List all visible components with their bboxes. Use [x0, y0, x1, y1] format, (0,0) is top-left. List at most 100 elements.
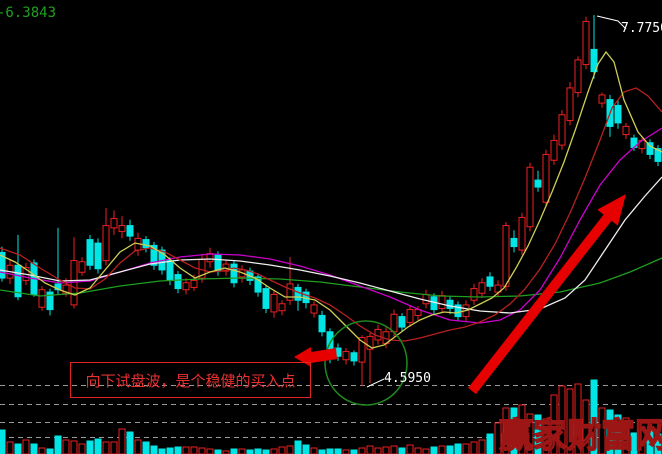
volume-bar [430, 446, 438, 454]
volume-bar [582, 399, 590, 454]
candle-body [502, 225, 510, 287]
volume-bar [622, 417, 630, 454]
candle-body [390, 313, 398, 333]
volume-bar [158, 448, 166, 454]
volume-bar [374, 447, 382, 454]
volume-bar [14, 443, 22, 454]
candle-body [358, 337, 366, 363]
candle-body [270, 293, 278, 313]
volume-bar [198, 447, 206, 454]
volume-bar [414, 447, 422, 454]
volume-bar [526, 413, 534, 454]
volume-bar [102, 441, 110, 454]
highlight-circle [324, 320, 408, 406]
volume-bar [358, 447, 366, 454]
volume-bar [646, 429, 654, 454]
candle-body [350, 352, 358, 362]
volume-bar [126, 431, 134, 454]
candle-body [174, 274, 182, 290]
trend-up-arrow [468, 194, 626, 395]
volume-bar [590, 379, 598, 454]
annotation-text: 向下试盘波，是个稳健的买入点 [85, 372, 296, 390]
volume-bar [470, 441, 478, 454]
volume-bar [390, 445, 398, 454]
volume-bar [550, 394, 558, 454]
volume-bar [438, 445, 446, 454]
volume-bar [510, 407, 518, 454]
indicator-value: -6.3843 [0, 5, 57, 21]
candle-body [278, 303, 286, 312]
volume-bar [0, 429, 6, 454]
candle-body [542, 153, 550, 203]
volume-bar [174, 446, 182, 454]
candle-body [102, 225, 110, 262]
volume-bar [566, 388, 574, 454]
volume-bar [38, 447, 46, 454]
volume-bar [238, 448, 246, 454]
volume-bar [286, 445, 294, 454]
candle-body [534, 179, 542, 188]
volume-bar [542, 418, 550, 454]
candle-body [182, 282, 190, 291]
candle-body [406, 309, 414, 323]
volume-bar [334, 448, 342, 454]
volume-bar [406, 444, 414, 454]
candle-body [222, 263, 230, 272]
volume-bar [478, 439, 486, 454]
peak-pointer-line [596, 15, 627, 30]
candle-body [94, 242, 102, 270]
candle-body [38, 289, 46, 308]
candle-body [190, 279, 198, 288]
volume-bar [574, 383, 582, 454]
volume-bar [654, 433, 662, 454]
volume-bar [350, 449, 358, 454]
volume-bar [118, 428, 126, 454]
candle-body [230, 263, 238, 284]
candle-body [654, 148, 662, 162]
volume-bar [182, 446, 190, 454]
candle-body [342, 351, 350, 361]
candle-body [518, 216, 526, 251]
candle-body [286, 283, 294, 301]
candle-body [150, 244, 158, 266]
candle-body [262, 288, 270, 309]
candle-body [142, 239, 150, 249]
volume-bar [110, 441, 118, 454]
volume-bar [638, 426, 646, 454]
candle-body [486, 276, 494, 287]
candle-body [0, 251, 6, 279]
ma-line-slow-green [0, 257, 662, 298]
candle-body [526, 166, 534, 228]
candle-body [550, 139, 558, 161]
volume-bar [30, 443, 38, 454]
volume-bar [558, 385, 566, 454]
volume-bar [134, 439, 142, 454]
volume-bar [46, 448, 54, 454]
ma-line-mid-magenta [0, 127, 662, 324]
candle-body [582, 20, 590, 66]
volume-bar [382, 446, 390, 454]
volume-bar [6, 441, 14, 454]
candle-body [294, 286, 302, 301]
volume-bar [606, 409, 614, 454]
volume-bar [150, 445, 158, 454]
volume-bar [598, 407, 606, 454]
candle-body [118, 225, 126, 232]
candle-body [78, 261, 86, 273]
volume-bar [422, 448, 430, 454]
volume-bar [326, 448, 334, 454]
candle-body [310, 304, 318, 314]
candle-body [62, 284, 70, 294]
volume-bar [142, 441, 150, 454]
candle-body [558, 114, 566, 146]
volume-bar [54, 435, 62, 454]
volume-bar [494, 422, 502, 454]
volume-bar [486, 433, 494, 454]
candle-body [166, 260, 174, 281]
candle-body [438, 295, 446, 309]
volume-bar [190, 446, 198, 454]
candle-body [454, 304, 462, 318]
volume-bar [310, 447, 318, 454]
